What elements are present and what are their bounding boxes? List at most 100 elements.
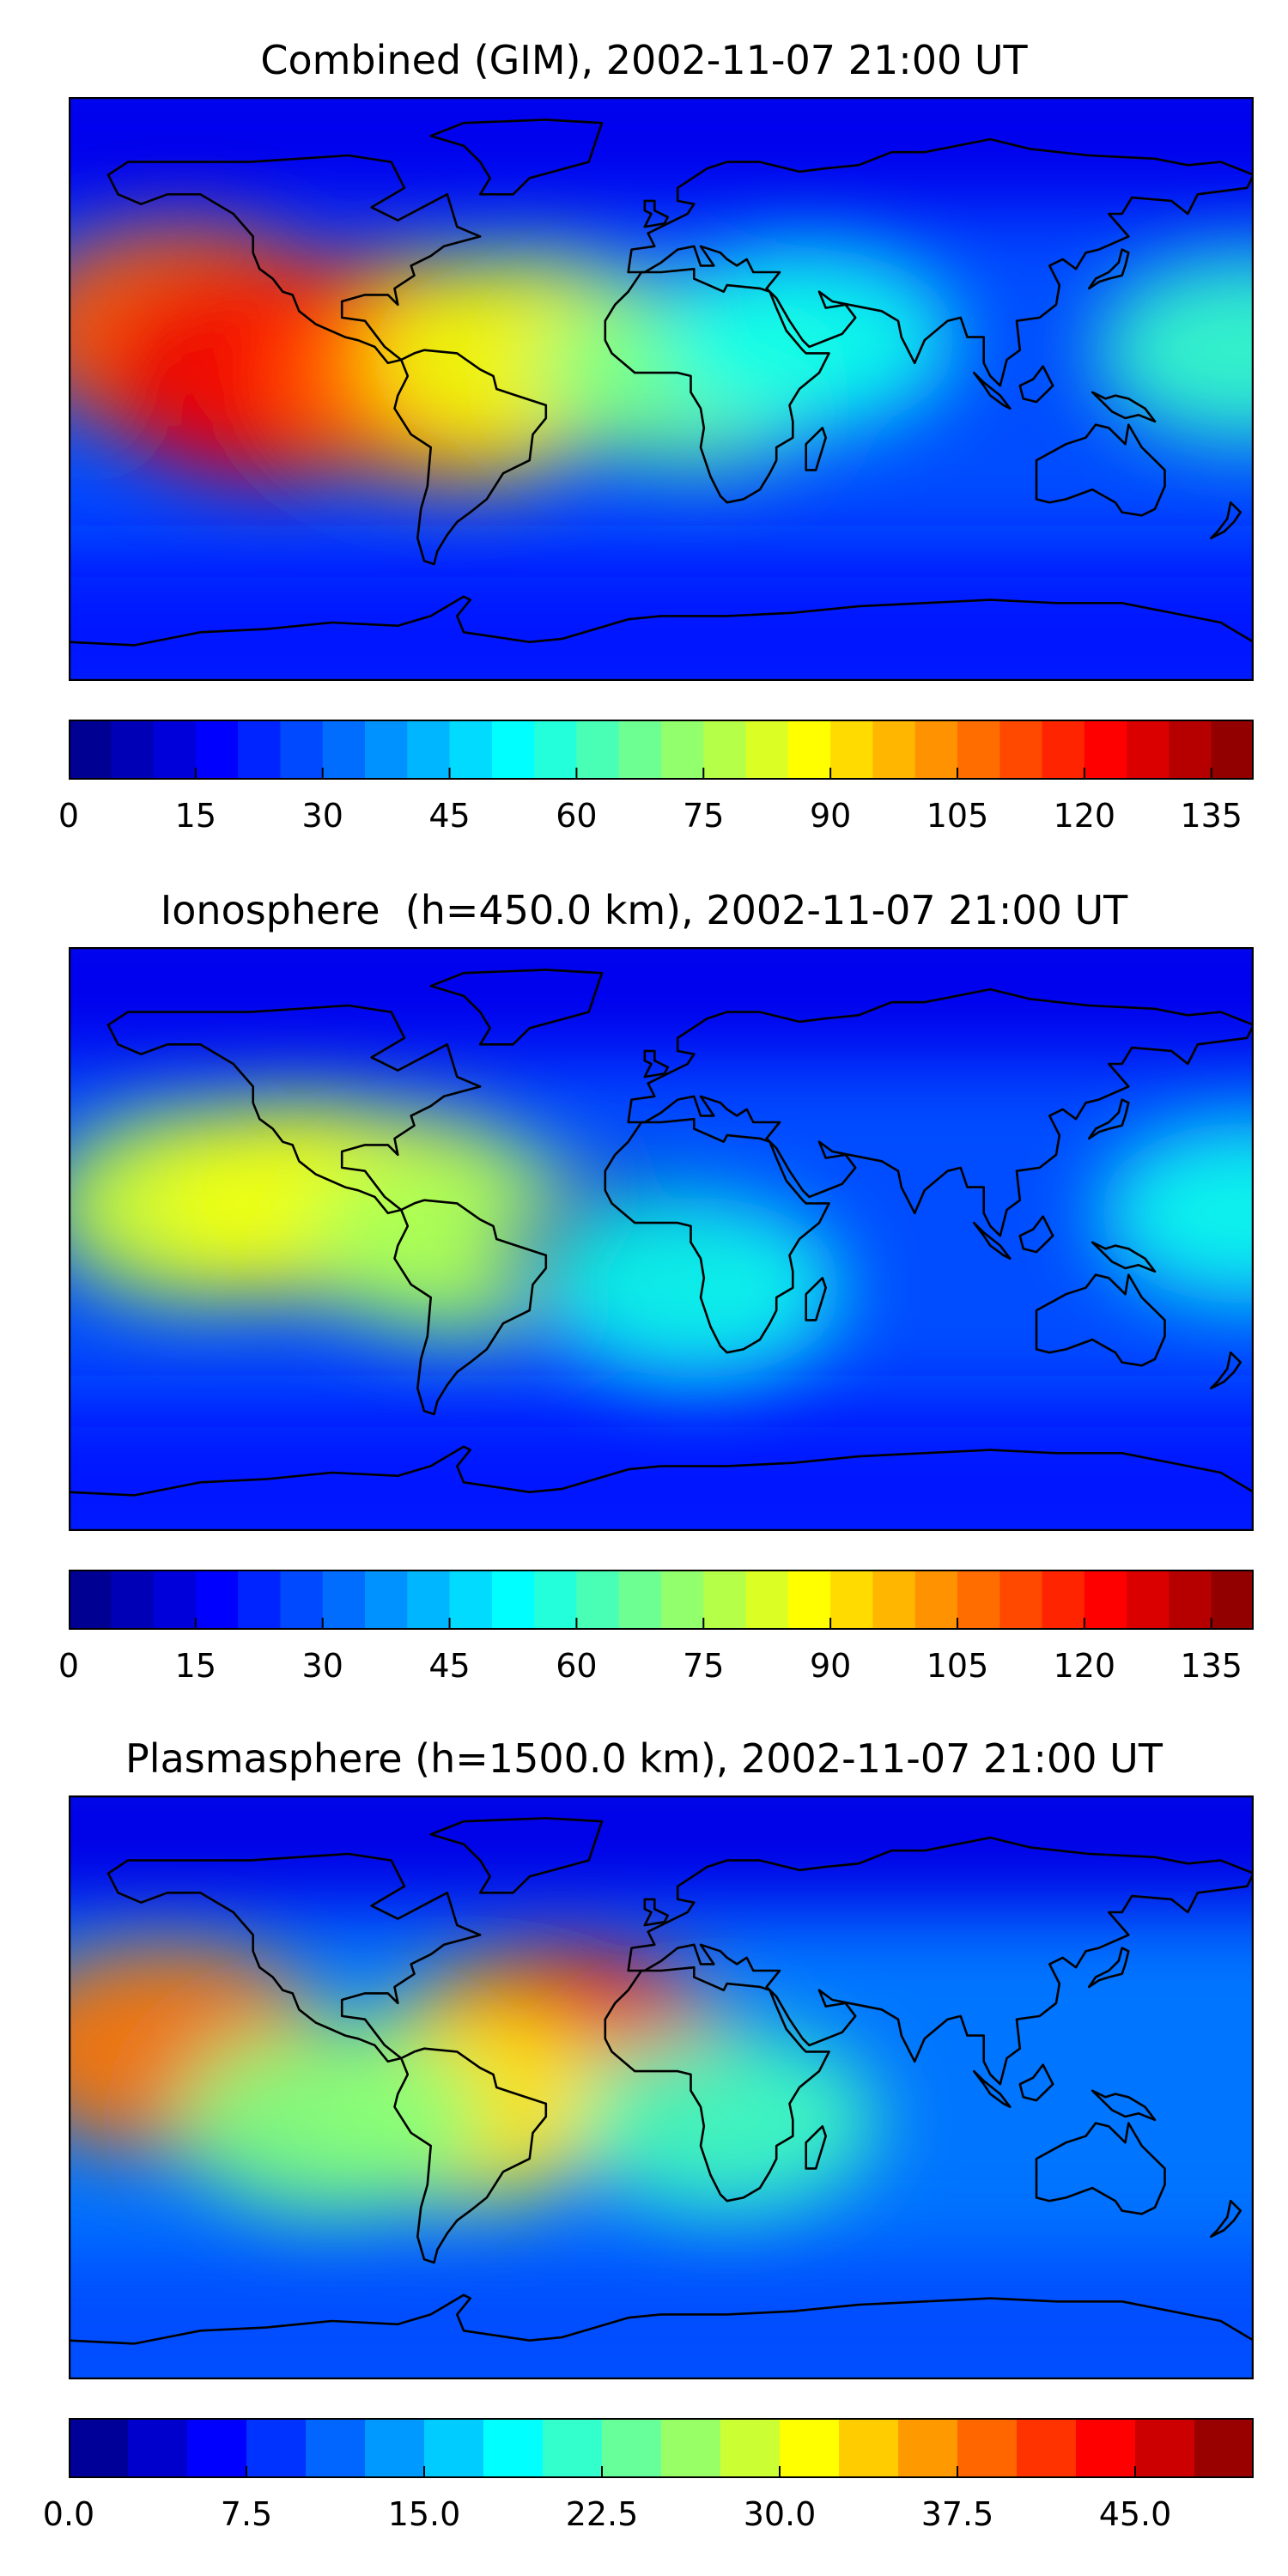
colorbar-tick-label: 45: [428, 797, 471, 835]
colorbar-tick-label: 135: [1180, 797, 1242, 835]
north-polar-band: [69, 97, 1254, 211]
colorbar-level-18: [830, 1570, 873, 1630]
colorbar-level-13: [839, 2418, 899, 2478]
colorbar-tick-label: 30.0: [743, 2495, 817, 2533]
colorbar-tick-label: 37.5: [920, 2495, 994, 2533]
map-frame: [69, 947, 1254, 1531]
colorbar-level-12: [780, 2418, 840, 2478]
map-frame: [69, 97, 1254, 681]
panel-3-map: [69, 1795, 1254, 2379]
colorbar-level-27: [1211, 720, 1254, 780]
hotspot-6: [659, 249, 959, 432]
coastline-new-guinea: [1091, 1241, 1157, 1273]
panel-3-colorbar: [69, 2418, 1254, 2478]
colorbar-level-12: [576, 1570, 620, 1630]
coastline-africa: [604, 1117, 830, 1354]
colorbar-frame: [69, 1570, 1254, 1630]
colorbar-tick-label: 0: [58, 1647, 80, 1685]
colorbar-level-27: [1211, 1570, 1254, 1630]
colorbar-level-1: [111, 720, 155, 780]
panel-2-map: [69, 947, 1254, 1531]
colorbar-tick-label: 0: [58, 797, 80, 835]
colorbar-tick-label: 15: [174, 797, 217, 835]
coastline-australia: [1035, 1273, 1166, 1367]
coastline-new-zealand: [1209, 1351, 1242, 1390]
panel-1-map: [69, 97, 1254, 681]
colorbar-level-24: [1084, 1570, 1127, 1630]
coastline-australia: [1035, 423, 1166, 517]
colorbar-level-16: [1017, 2418, 1077, 2478]
colorbar-level-3: [195, 720, 239, 780]
colorbar-level-15: [703, 1570, 747, 1630]
colorbar-level-20: [914, 720, 958, 780]
colorbar-level-10: [491, 720, 535, 780]
hotspot-4: [575, 2027, 879, 2213]
colorbar-level-7: [365, 1570, 408, 1630]
colorbar-level-2: [153, 1570, 197, 1630]
colorbar-tick-label: 105: [926, 797, 989, 835]
colorbar-level-25: [1127, 1570, 1170, 1630]
coastline-south-america: [393, 349, 548, 566]
colorbar-tick-label: 120: [1053, 797, 1116, 835]
panel-2-title: Ionosphere (h=450.0 km), 2002-11-07 21:0…: [160, 887, 1128, 933]
coastline-eurasia: [627, 1836, 1254, 2086]
colorbar-level-26: [1169, 720, 1212, 780]
colorbar-level-4: [238, 1570, 281, 1630]
colorbar-tick-label: 135: [1180, 1647, 1242, 1685]
hotspot-5: [544, 1196, 843, 1379]
coastline-africa: [604, 267, 830, 504]
colorbar-level-4: [306, 2418, 366, 2478]
colorbar-tick-label: 60: [556, 1647, 598, 1685]
panel-3-title: Plasmasphere (h=1500.0 km), 2002-11-07 2…: [125, 1735, 1163, 1782]
colorbar-level-0: [69, 2418, 129, 2478]
colorbar-level-23: [1042, 1570, 1085, 1630]
colorbar-level-14: [661, 720, 704, 780]
coastline-madagascar: [805, 1277, 827, 1321]
colorbar-tick-label: 105: [926, 1647, 989, 1685]
coastline-japan: [1088, 1098, 1130, 1140]
coastline-north-america: [106, 1004, 482, 1215]
coastline-south-america: [393, 1199, 548, 1416]
colorbar-level-0: [69, 720, 112, 780]
colorbar-level-13: [618, 1570, 662, 1630]
colorbar-level-14: [661, 1570, 704, 1630]
hotspot-3: [177, 2025, 487, 2215]
coastline-antarctica: [69, 1445, 1254, 1531]
colorbar-level-14: [898, 2418, 958, 2478]
panel-1-colorbar-ticks: 0 15 30 45 60 75 90 105 120 135: [58, 794, 1254, 846]
coastline-south-america: [393, 2047, 548, 2264]
colorbar-level-5: [280, 1570, 324, 1630]
hotspot-6: [1097, 1122, 1254, 1304]
colorbar-level-17: [1076, 2418, 1136, 2478]
colorbar-level-12: [576, 720, 620, 780]
colorbar-level-11: [720, 2418, 781, 2478]
coastline-borneo: [1018, 1215, 1054, 1254]
coastline-new-zealand: [1209, 501, 1242, 540]
hotspot-7: [1096, 258, 1254, 442]
colorbar-level-6: [322, 720, 366, 780]
colorbar-level-8: [543, 2418, 603, 2478]
colorbar-level-3: [195, 1570, 239, 1630]
coastline-eurasia: [627, 137, 1254, 387]
panel-3-colorbar-ticks: 0.0 7.5 15.0 22.5 30.0 37.5 45.0: [43, 2493, 1254, 2544]
coastline-madagascar: [805, 427, 827, 471]
colorbar-level-15: [957, 2418, 1018, 2478]
colorbar-level-16: [745, 1570, 789, 1630]
coastline-japan: [1088, 1947, 1130, 1989]
colorbar-level-9: [449, 1570, 493, 1630]
colorbar-tick-label: 22.5: [565, 2495, 639, 2533]
panel-2-colorbar: [69, 1570, 1254, 1630]
colorbar-level-9: [602, 2418, 662, 2478]
colorbar-level-11: [534, 1570, 577, 1630]
colorbar-level-9: [449, 720, 493, 780]
coastline-sumatra: [972, 2069, 1012, 2108]
colorbar-level-3: [246, 2418, 307, 2478]
colorbar-level-17: [787, 720, 831, 780]
north-polar-band: [69, 1795, 1254, 1910]
colorbar-tick-label: 15.0: [387, 2495, 461, 2533]
coastline-madagascar: [805, 2125, 827, 2170]
colorbar-level-19: [1194, 2418, 1254, 2478]
colorbar-level-17: [787, 1570, 831, 1630]
coastline-great-britain: [643, 1049, 669, 1078]
colorbar-tick-label: 45: [428, 1647, 471, 1685]
